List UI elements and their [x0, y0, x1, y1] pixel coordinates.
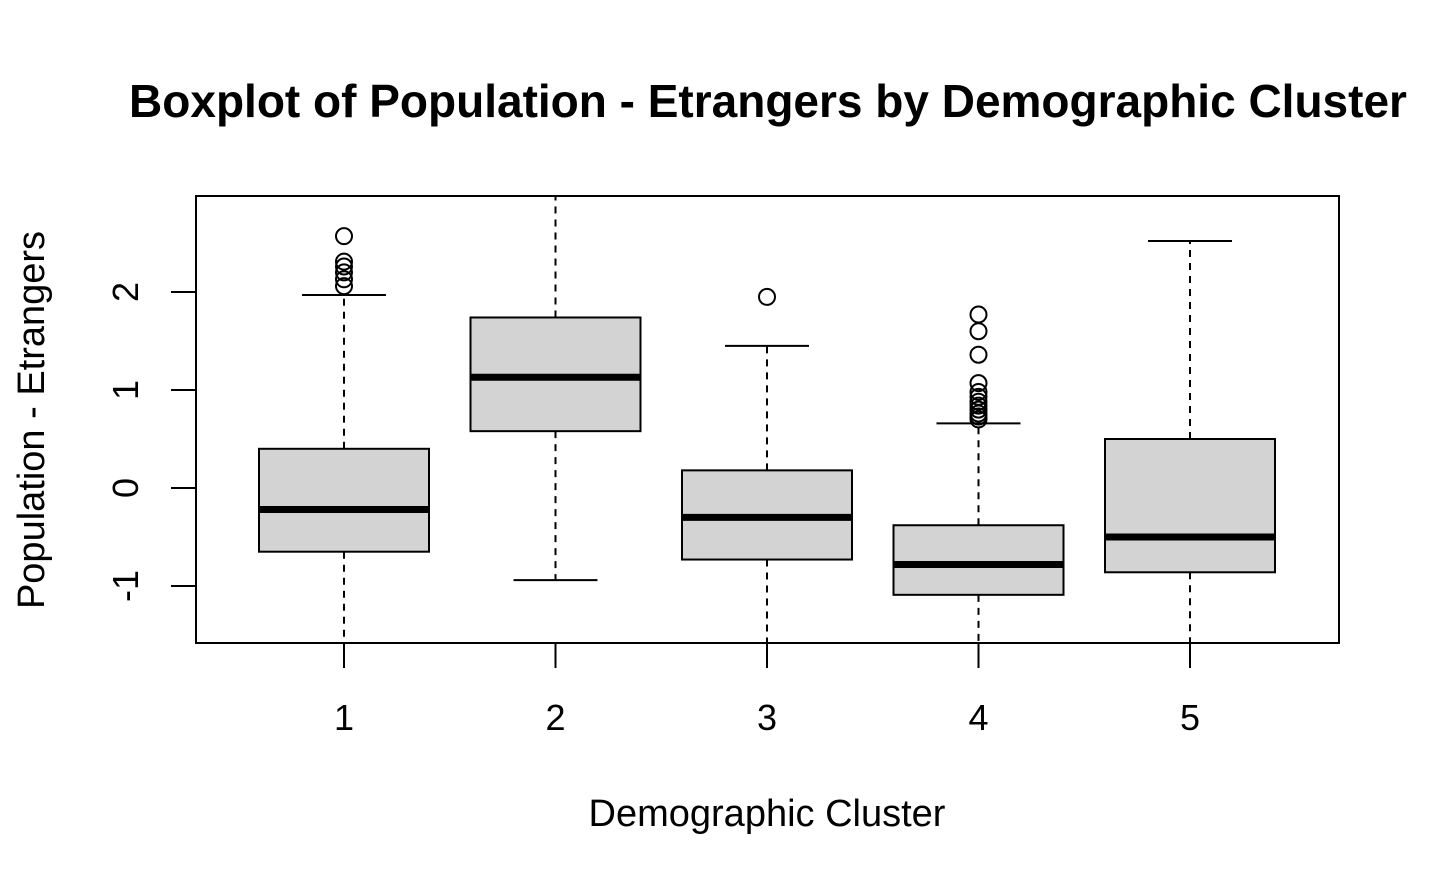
box-group-5	[1104, 240, 1276, 643]
outlier-point	[969, 382, 988, 401]
y-tick-label: 0	[105, 478, 146, 498]
box-group-1	[258, 227, 430, 643]
box-group-3	[681, 287, 853, 643]
outlier-point	[335, 252, 353, 271]
outlier-point	[335, 263, 353, 282]
outlier-point	[335, 277, 353, 296]
box-group-2	[469, 195, 642, 582]
outlier-point	[758, 287, 776, 306]
outlier-point	[969, 374, 988, 393]
y-axis-label: Population - Etrangers	[11, 231, 53, 609]
y-tick-label: -1	[105, 570, 146, 602]
outlier-point	[335, 227, 353, 246]
y-axis: -1 0 1 2	[105, 282, 196, 602]
x-tick-label: 3	[757, 697, 777, 738]
y-tick-label: 2	[105, 282, 146, 302]
outlier-point	[969, 387, 988, 406]
x-axis-label: Demographic Cluster	[589, 793, 946, 835]
box-iqr	[258, 447, 430, 553]
x-tick-label: 2	[545, 697, 565, 738]
outlier-point	[335, 270, 353, 289]
outlier-point	[969, 322, 988, 341]
chart-title: Boxplot of Population - Etrangers by Dem…	[129, 75, 1407, 127]
outlier-point	[969, 305, 988, 324]
outlier-point	[969, 345, 988, 364]
outlier-point	[335, 257, 353, 276]
x-axis: 1 2 3 4 5	[334, 643, 1200, 738]
x-tick-label: 1	[334, 697, 354, 738]
box-group-4	[892, 305, 1065, 643]
plot-area	[258, 195, 1276, 643]
y-tick-label: 1	[105, 380, 146, 400]
box-iqr	[892, 524, 1065, 596]
outlier-point	[969, 392, 988, 411]
x-tick-label: 4	[968, 697, 988, 738]
x-tick-label: 5	[1180, 697, 1200, 738]
box-iqr	[1104, 438, 1276, 574]
